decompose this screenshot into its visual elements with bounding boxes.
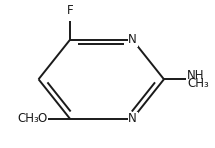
Text: NH: NH	[187, 69, 205, 82]
Text: CH₃: CH₃	[187, 77, 209, 90]
Text: N: N	[128, 33, 137, 46]
Text: CH₃: CH₃	[17, 112, 39, 125]
Text: F: F	[67, 4, 73, 17]
Text: O: O	[37, 112, 47, 125]
Text: N: N	[128, 112, 137, 125]
